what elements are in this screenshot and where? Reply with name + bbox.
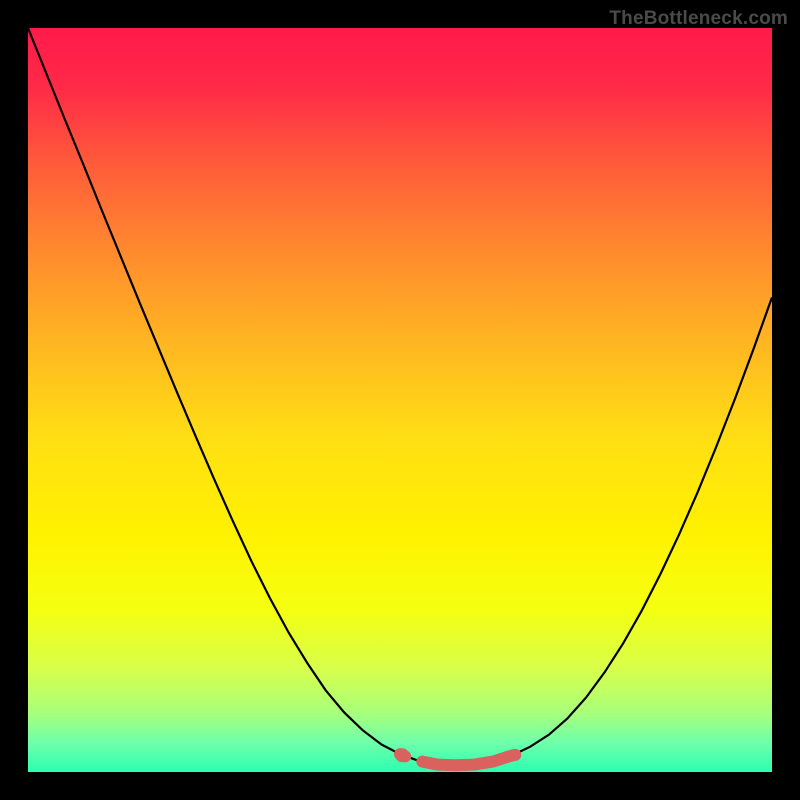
chart-container: TheBottleneck.com bbox=[0, 0, 800, 800]
highlight-region bbox=[28, 28, 772, 772]
plot-area bbox=[28, 28, 772, 772]
watermark-text: TheBottleneck.com bbox=[609, 8, 788, 30]
